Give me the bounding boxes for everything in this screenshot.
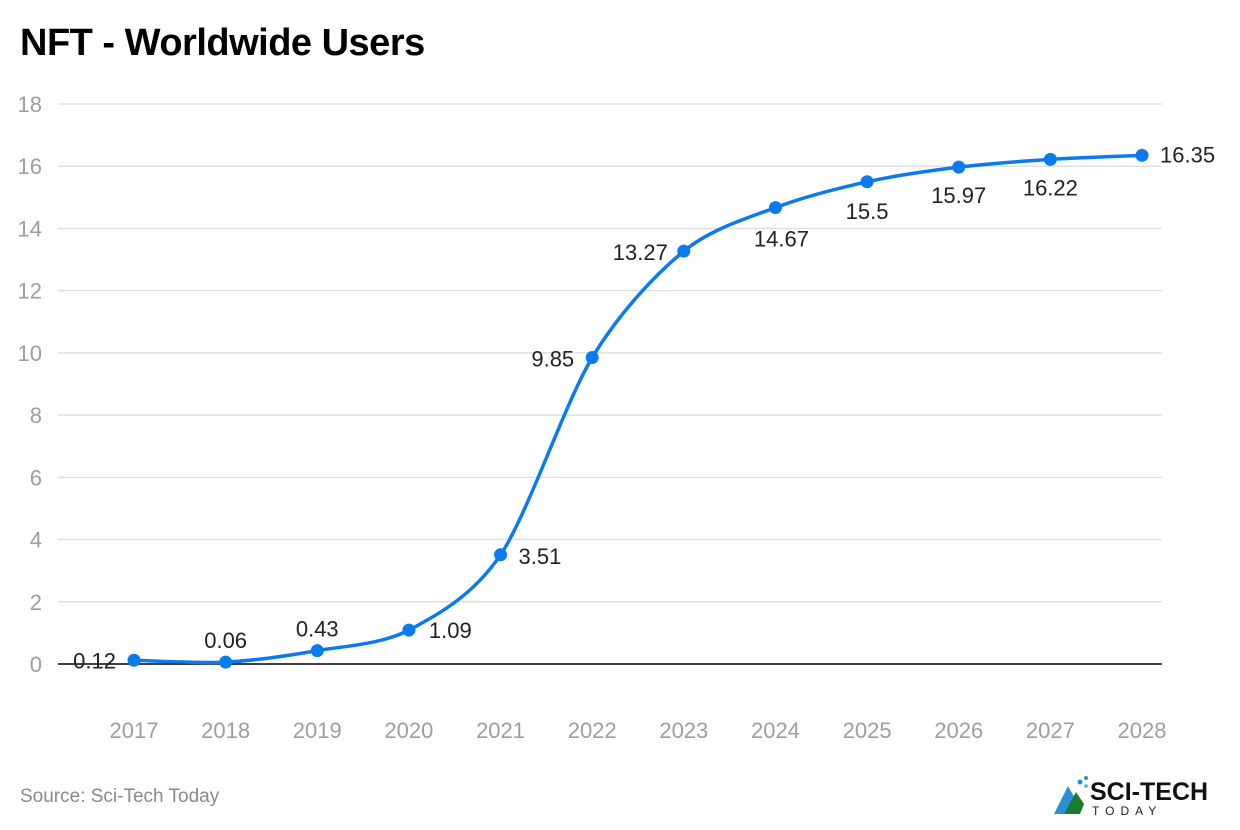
y-tick-label: 10 <box>18 341 42 366</box>
data-label: 9.85 <box>531 347 574 372</box>
x-axis-ticks: 2017 2018 2019 2020 2021 2022 2023 2024 2025 2026… <box>110 718 1167 743</box>
y-tick-label: 14 <box>18 216 42 241</box>
x-tick-label: 2019 <box>293 718 342 743</box>
data-points <box>127 148 1149 669</box>
data-label: 3.51 <box>519 544 562 569</box>
y-tick-label: 16 <box>18 154 42 179</box>
y-tick-label: 18 <box>18 92 42 117</box>
data-label: 16.22 <box>1023 175 1078 200</box>
x-tick-label: 2017 <box>110 718 159 743</box>
data-label: 16.35 <box>1160 142 1215 167</box>
x-tick-label: 2027 <box>1026 718 1075 743</box>
y-tick-label: 8 <box>30 403 42 428</box>
sci-tech-today-logo: SCI-TECH TODAY <box>1054 776 1208 818</box>
data-point <box>677 244 691 258</box>
x-tick-label: 2020 <box>384 718 433 743</box>
data-label: 13.27 <box>613 240 668 265</box>
data-point <box>219 655 233 669</box>
y-axis-ticks: 0 2 4 6 8 10 12 14 16 18 <box>18 92 42 677</box>
y-tick-label: 12 <box>18 279 42 304</box>
x-tick-label: 2028 <box>1118 718 1167 743</box>
data-point <box>310 644 324 658</box>
series-line-users <box>133 153 1143 665</box>
y-tick-label: 0 <box>30 652 42 677</box>
data-label: 14.67 <box>754 227 809 252</box>
data-point <box>768 201 782 215</box>
data-point <box>585 351 599 365</box>
x-tick-label: 2026 <box>934 718 983 743</box>
data-point <box>127 653 141 667</box>
data-point <box>1043 152 1057 166</box>
chart-title: NFT - Worldwide Users <box>20 22 425 64</box>
logo-sub-text: TODAY <box>1092 804 1162 818</box>
x-tick-label: 2024 <box>751 718 800 743</box>
data-label: 0.06 <box>204 628 247 653</box>
line-chart: 0 2 4 6 8 10 12 14 16 18 2017 2018 2019 2020 2021 2022… <box>18 92 1216 743</box>
data-labels: 0.12 0.06 0.43 1.09 3.51 9.85 13.27 14.67 15.5 15… <box>73 142 1215 673</box>
y-tick-label: 4 <box>30 528 42 553</box>
data-point <box>952 160 966 174</box>
x-tick-label: 2021 <box>476 718 525 743</box>
data-point <box>494 548 508 562</box>
data-label: 15.5 <box>846 199 889 224</box>
data-label: 1.09 <box>429 618 472 643</box>
gridlines <box>58 103 1162 603</box>
data-label: 0.43 <box>296 617 339 642</box>
data-point <box>1135 148 1149 162</box>
x-tick-label: 2018 <box>201 718 250 743</box>
data-label: 0.12 <box>73 648 116 673</box>
y-tick-label: 6 <box>30 465 42 490</box>
y-tick-label: 2 <box>30 590 42 615</box>
data-point <box>402 623 416 637</box>
x-tick-label: 2022 <box>568 718 617 743</box>
source-note: Source: Sci-Tech Today <box>20 786 220 807</box>
logo-icon <box>1054 776 1088 814</box>
logo-main-text: SCI-TECH <box>1090 778 1208 806</box>
data-label: 15.97 <box>931 183 986 208</box>
x-tick-label: 2025 <box>843 718 892 743</box>
data-point <box>860 175 874 189</box>
x-tick-label: 2023 <box>659 718 708 743</box>
